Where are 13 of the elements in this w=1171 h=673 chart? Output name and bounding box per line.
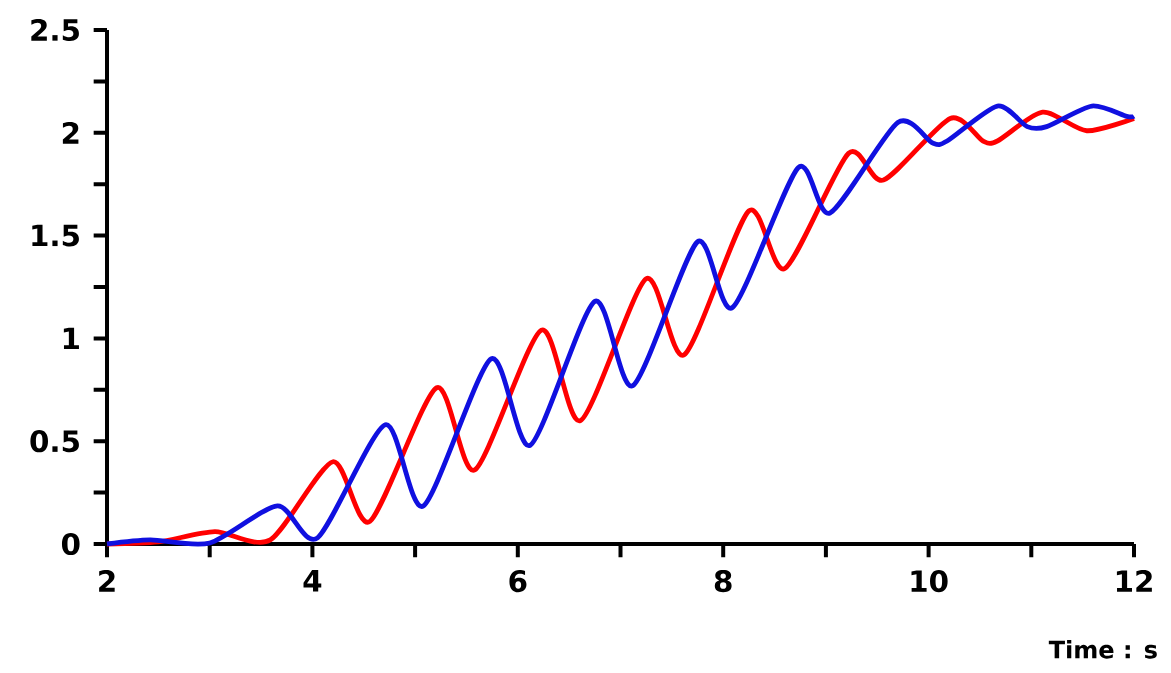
x-tick-label: 8 [714,570,732,593]
y-tick-label: 1 [63,327,79,350]
x-tick-label: 2 [99,570,115,592]
y-tick-label: 2 [62,121,79,144]
x-tick-label: 4 [303,570,322,592]
x-tick-label: 12 [1116,570,1152,592]
y-tick-label: 0.5 [30,430,79,453]
y-tick-label: 1.5 [32,224,79,247]
y-tick-label: 0 [61,532,80,556]
x-axis-title: Time : s [1048,640,1157,659]
y-tick-label: 2.5 [31,18,79,42]
x-tick-label: 6 [509,570,527,593]
x-tick-label: 10 [911,570,948,593]
